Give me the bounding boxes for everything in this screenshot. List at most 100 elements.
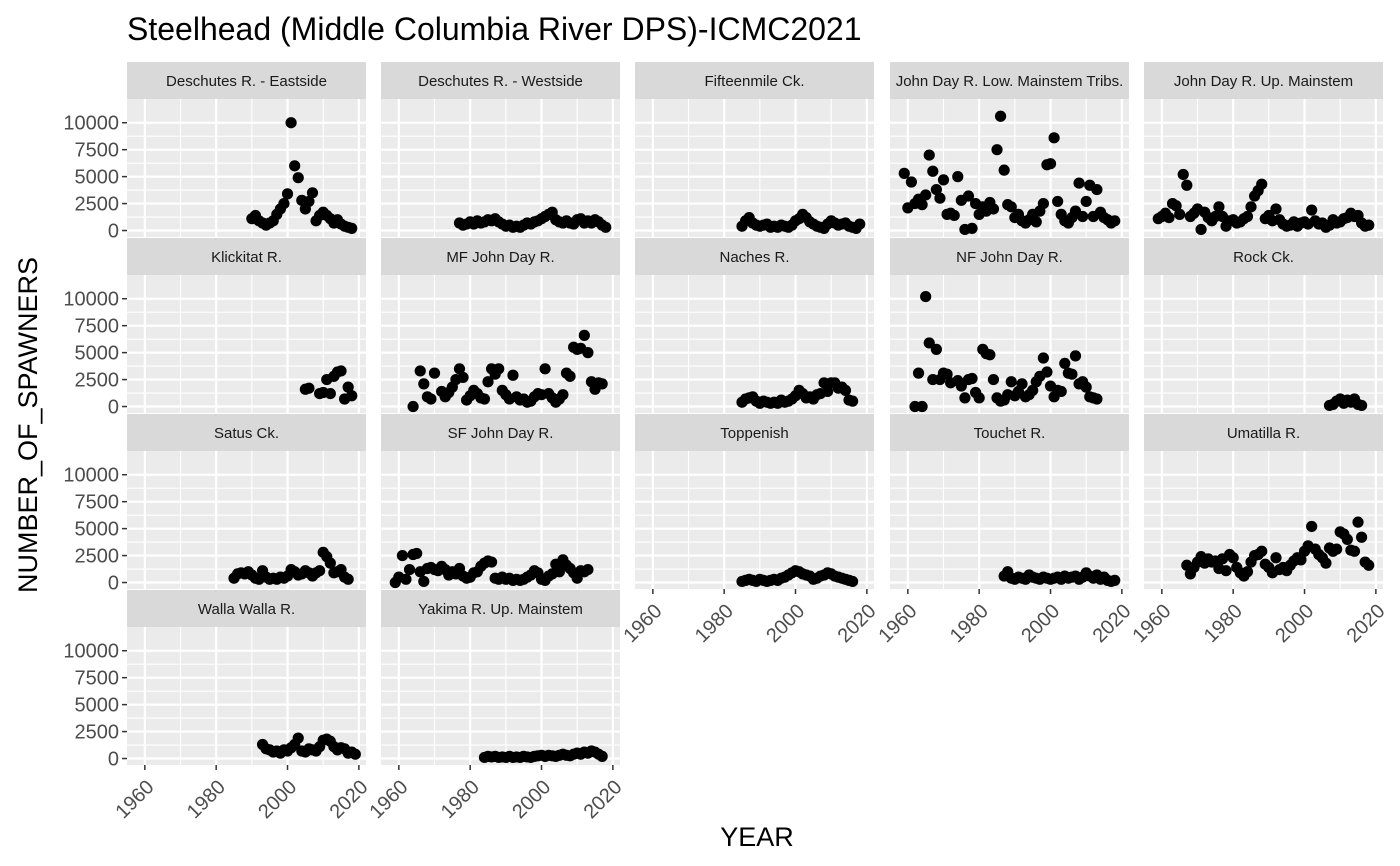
data-point (991, 144, 1003, 156)
x-tick-label: 2020 (834, 600, 881, 647)
data-point (1341, 533, 1353, 546)
data-point (1080, 195, 1092, 208)
y-axis-title: NUMBER_OF_SPAWNERS (13, 257, 43, 593)
x-tick-label: 2000 (254, 776, 301, 823)
data-point (955, 380, 967, 392)
data-point (1005, 201, 1017, 213)
y-tick-label: 7500 (75, 668, 120, 690)
data-point (923, 337, 935, 349)
facet-panels: Deschutes R. - Eastside 0 2500 5000 7500 1000… (63, 62, 1390, 823)
data-point (553, 566, 565, 578)
data-point (292, 732, 304, 744)
data-point (839, 384, 852, 396)
x-tick-label: 1960 (366, 776, 413, 823)
data-point (846, 575, 859, 588)
data-point (1027, 384, 1039, 396)
data-point (285, 117, 297, 129)
data-point (966, 222, 978, 234)
data-point (1059, 357, 1071, 370)
data-point (1270, 552, 1282, 564)
facet-strip (890, 238, 1129, 275)
data-point (952, 171, 964, 183)
x-tick-label: 2000 (1017, 600, 1064, 647)
data-point (342, 381, 354, 393)
data-point (457, 371, 469, 384)
facet-strip (381, 238, 620, 275)
facet-strip-label: Rock Ck. (1233, 249, 1294, 266)
y-tick-label: 10000 (63, 289, 119, 311)
data-point (987, 373, 1000, 386)
data-point (1355, 531, 1368, 543)
data-point (1174, 208, 1186, 220)
data-point (1355, 399, 1368, 412)
data-point (582, 563, 594, 576)
facet-strip-label: Deschutes R. - Eastside (166, 73, 327, 90)
data-point (937, 174, 950, 186)
data-point (905, 176, 918, 188)
data-point (923, 149, 935, 161)
data-point (324, 557, 336, 569)
data-point (934, 192, 946, 204)
data-point (303, 195, 315, 208)
y-tick-label: 5000 (75, 343, 120, 365)
x-tick-label: 1980 (437, 776, 484, 823)
data-point (403, 563, 416, 576)
facet-strip-label: Naches R. (719, 249, 789, 266)
facet-strip (381, 414, 620, 451)
data-point (962, 190, 975, 202)
data-point (1352, 516, 1364, 528)
facet-panel: Naches R. (635, 238, 874, 413)
y-tick-label: 2500 (75, 194, 120, 216)
data-point (927, 165, 939, 177)
data-point (1030, 216, 1042, 228)
data-point (289, 160, 301, 172)
facet-panel: Toppenish 1960 1980 2000 2020 (620, 414, 881, 647)
data-point (846, 395, 859, 407)
facet-strip (127, 238, 366, 275)
data-point (1016, 378, 1028, 390)
data-point (596, 750, 608, 762)
data-point (557, 389, 569, 401)
x-tick-label: 1960 (620, 600, 667, 647)
facet-strip-label: Yakima R. Up. Mainstem (418, 601, 583, 618)
data-point (1048, 132, 1060, 144)
y-tick-label: 0 (108, 749, 119, 771)
data-point (414, 365, 426, 377)
data-point (912, 367, 925, 379)
data-point (1256, 545, 1268, 557)
data-point (822, 385, 834, 398)
x-tick-label: 2020 (326, 776, 373, 823)
data-point (854, 218, 866, 230)
data-point (1306, 204, 1318, 216)
facet-panel: Deschutes R. - Eastside 0 2500 5000 7500 1000… (63, 62, 366, 243)
facet-panel: Satus Ck. 0 2500 5000 7500 10000 (63, 414, 366, 595)
x-tick-label: 1980 (691, 600, 738, 647)
data-point (578, 329, 590, 341)
data-point (987, 203, 1000, 215)
data-point (418, 378, 430, 390)
facet-strip-label: Walla Walla R. (198, 601, 295, 618)
data-point (1320, 557, 1332, 569)
data-point (342, 573, 354, 585)
data-point (292, 172, 304, 184)
facet-strip (635, 238, 874, 275)
data-point (1295, 554, 1307, 566)
data-point (1109, 574, 1121, 586)
y-tick-label: 2500 (75, 722, 120, 744)
data-point (1069, 350, 1082, 362)
x-tick-label: 2000 (762, 600, 809, 647)
data-point (1195, 223, 1207, 236)
y-tick-label: 7500 (75, 492, 120, 514)
facet-panel: SF John Day R. (381, 414, 620, 589)
facet-strip (381, 590, 620, 627)
data-point (1073, 177, 1085, 189)
data-point (920, 189, 932, 201)
y-tick-label: 5000 (75, 695, 120, 717)
data-point (1037, 197, 1049, 210)
data-point (1077, 210, 1089, 223)
facet-strip-label: Touchet R. (974, 425, 1046, 442)
facet-strip (127, 590, 366, 627)
data-point (425, 393, 437, 405)
data-point (1170, 200, 1182, 212)
facet-strip (890, 414, 1129, 451)
